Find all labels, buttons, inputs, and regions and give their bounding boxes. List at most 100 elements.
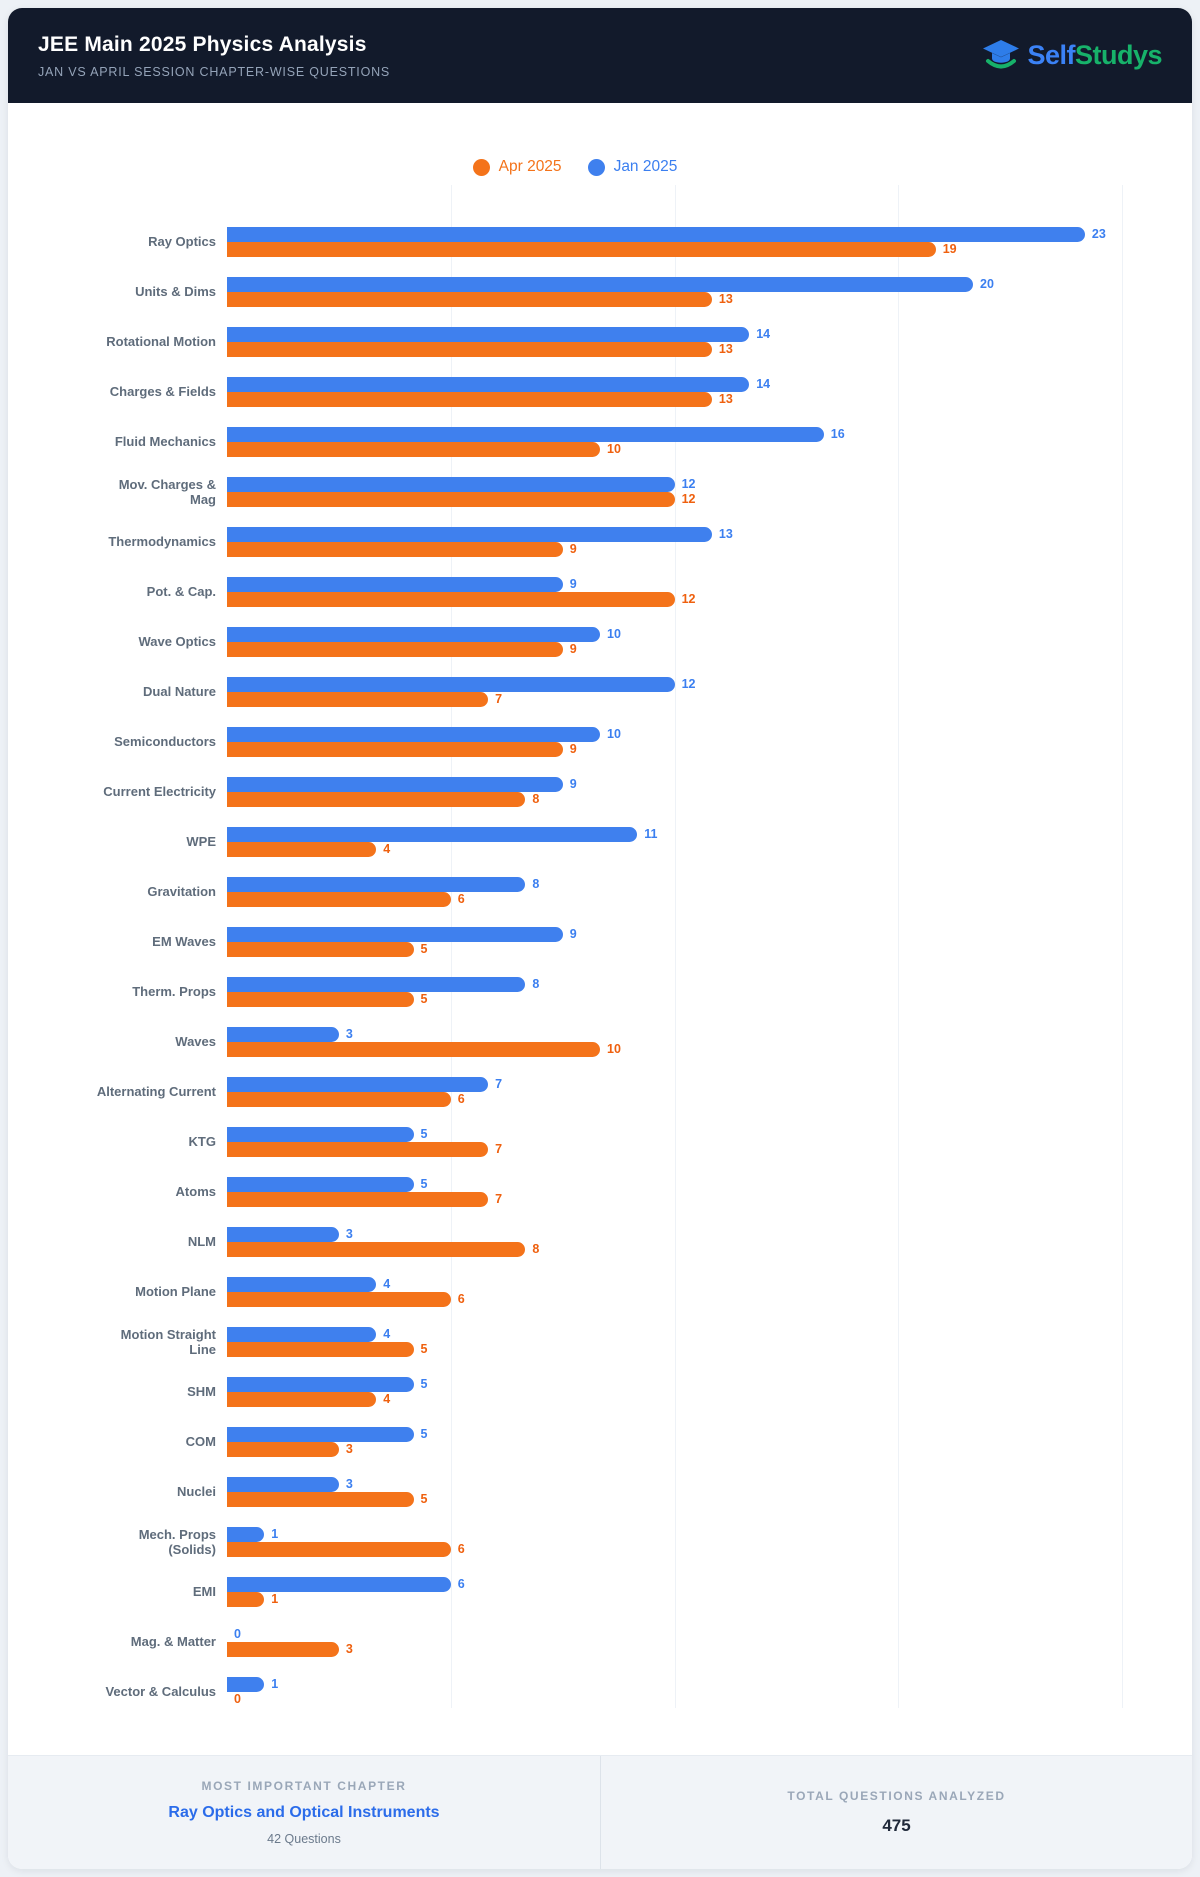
- apr-bar: [227, 1492, 414, 1507]
- jan-value-label: 10: [607, 627, 621, 642]
- bar-group: 3 10: [227, 1027, 1192, 1057]
- chart-row: Nuclei 3 5: [8, 1467, 1192, 1517]
- jan-bar: [227, 527, 712, 542]
- apr-bar: [227, 1592, 265, 1607]
- jan-bar: [227, 827, 638, 842]
- chapter-label: Pot. & Cap.: [146, 584, 216, 600]
- jan-bar: [227, 1377, 414, 1392]
- apr-bar: [227, 442, 600, 457]
- chart-row: Dual Nature 12 7: [8, 667, 1192, 717]
- jan-bar: [227, 577, 563, 592]
- jan-value-label: 1: [271, 1677, 279, 1692]
- jan-bar: [227, 1677, 265, 1692]
- apr-value-label: 13: [718, 392, 733, 407]
- apr-value-label: 0: [234, 1692, 241, 1707]
- chart-row: NLM 3 8: [8, 1217, 1192, 1267]
- total-questions-label: TOTAL QUESTIONS ANALYZED: [787, 1789, 1006, 1803]
- chart-row: Pot. & Cap. 9 12: [8, 567, 1192, 617]
- total-questions-value: 475: [882, 1816, 911, 1835]
- chapter-label: KTG: [188, 1134, 216, 1150]
- jan-value-label: 9: [569, 777, 577, 792]
- jan-bar: [227, 1477, 339, 1492]
- chart-row: EMI 6 1: [8, 1567, 1192, 1617]
- apr-bar: [227, 742, 563, 757]
- jan-bar: [227, 927, 563, 942]
- apr-legend-dot-icon: [472, 158, 490, 176]
- jan-bar: [227, 1177, 414, 1192]
- chart-row: Atoms 5 7: [8, 1167, 1192, 1217]
- apr-bar: [227, 492, 675, 507]
- apr-value-label: 4: [383, 842, 391, 857]
- jan-value-label: 9: [569, 927, 577, 942]
- brand-part-1: Self: [1027, 40, 1075, 70]
- apr-bar: [227, 1342, 414, 1357]
- jan-bar: [227, 1577, 451, 1592]
- jan-bar: [227, 1427, 414, 1442]
- jan-bar: [227, 277, 973, 292]
- chart-row: EM Waves 9 5: [8, 917, 1192, 967]
- chart-row: Current Electricity 9 8: [8, 767, 1192, 817]
- apr-value-label: 4: [383, 1392, 391, 1407]
- bar-group: 10 9: [227, 727, 1192, 757]
- bar-group: 9 12: [227, 577, 1192, 607]
- chapter-label: COM: [185, 1434, 216, 1450]
- chart-row: Mag. & Matter 0 3: [8, 1617, 1192, 1667]
- chart-row: Waves 3 10: [8, 1017, 1192, 1067]
- apr-value-label: 6: [457, 1542, 465, 1557]
- apr-bar: [227, 792, 526, 807]
- chapter-label: Motion Plane: [135, 1284, 216, 1300]
- most-important-chapter-value: Ray Optics and Optical Instruments: [168, 1804, 440, 1821]
- apr-bar: [227, 1642, 339, 1657]
- gridline: [898, 185, 900, 1708]
- jan-legend-dot-icon: [587, 158, 605, 176]
- jan-bar: [227, 1327, 377, 1342]
- jan-bar: [227, 1027, 339, 1042]
- apr-bar: [227, 1092, 451, 1107]
- jan-value-label: 7: [495, 1077, 503, 1092]
- apr-bar: [227, 1042, 600, 1057]
- chapter-label: Mag. & Matter: [130, 1634, 216, 1650]
- jan-value-label: 14: [756, 327, 771, 342]
- apr-value-label: 7: [495, 1142, 503, 1157]
- brand-name: SelfStudys: [1027, 40, 1162, 71]
- chapter-label: Vector & Calculus: [105, 1684, 216, 1700]
- gridlines: [8, 185, 1192, 1708]
- chapter-label: Semiconductors: [114, 734, 216, 750]
- apr-bar: [227, 1442, 339, 1457]
- apr-bar: [227, 892, 451, 907]
- chart-row: Motion Plane 4 6: [8, 1267, 1192, 1317]
- chart-row: Charges & Fields 14 13: [8, 367, 1192, 417]
- apr-value-label: 5: [420, 942, 428, 957]
- bar-group: 12 7: [227, 677, 1192, 707]
- apr-value-label: 10: [607, 442, 621, 457]
- apr-bar: [227, 1542, 451, 1557]
- gridline: [674, 185, 676, 1708]
- most-important-chapter-label: MOST IMPORTANT CHAPTER: [201, 1779, 407, 1793]
- jan-bar: [227, 727, 600, 742]
- jan-value-label: 4: [383, 1327, 391, 1342]
- apr-bar: [227, 692, 489, 707]
- jan-bar: [227, 327, 750, 342]
- bar-group: 14 13: [227, 377, 1192, 407]
- bar-group: 14 13: [227, 327, 1192, 357]
- chapter-label: Units & Dims: [135, 284, 216, 300]
- jan-bar: [227, 1077, 489, 1092]
- jan-bar: [227, 777, 563, 792]
- jan-value-label: 20: [980, 277, 994, 292]
- jan-value-label: 23: [1091, 227, 1106, 242]
- bar-group: 12 12: [227, 477, 1192, 507]
- apr-value-label: 8: [532, 1242, 540, 1257]
- jan-bar: [227, 427, 824, 442]
- jan-bar: [227, 377, 750, 392]
- apr-bar: [227, 1392, 377, 1407]
- jan-value-label: 5: [420, 1127, 428, 1142]
- apr-value-label: 6: [457, 1092, 465, 1107]
- chart-row: Gravitation 8 6: [8, 867, 1192, 917]
- jan-value-label: 3: [345, 1227, 353, 1242]
- apr-bar: [227, 342, 712, 357]
